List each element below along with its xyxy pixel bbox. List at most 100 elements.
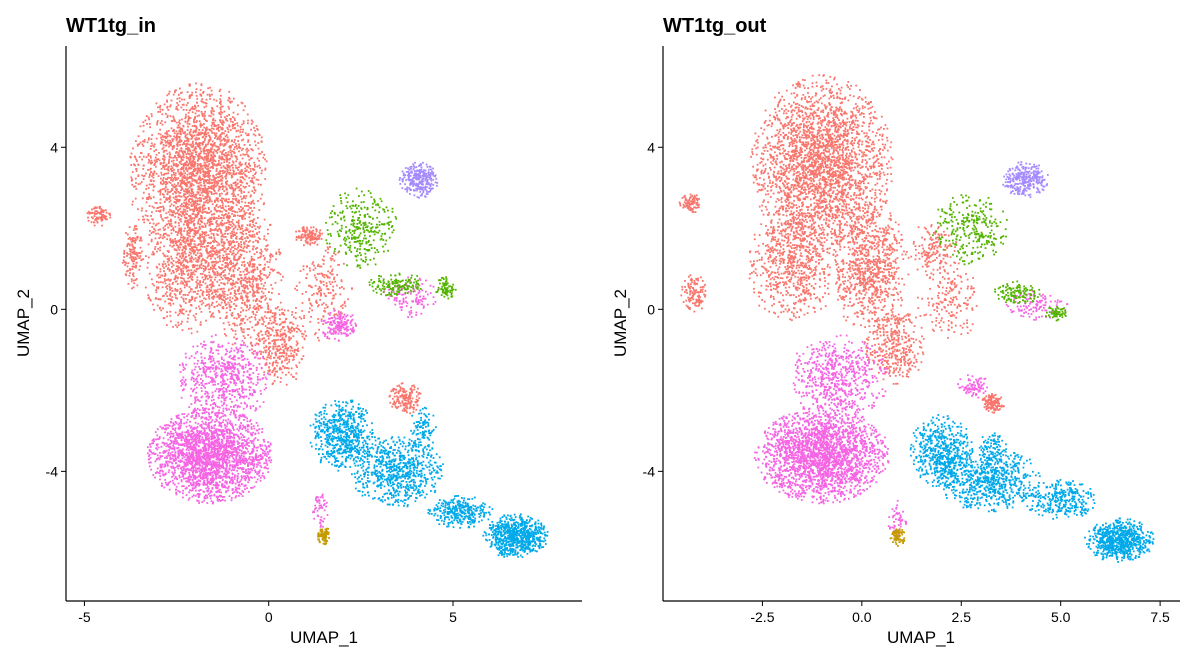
data-point [322,280,325,283]
data-point [218,147,221,150]
data-point [234,247,236,250]
data-point [159,209,162,212]
data-point [213,125,216,128]
data-point [181,320,183,323]
data-point [302,333,305,336]
data-point [164,189,167,192]
data-point [244,153,246,156]
data-point [133,250,136,253]
data-point [233,193,235,196]
data-point [298,361,301,364]
data-point [176,178,179,181]
data-point [204,201,207,204]
data-point [214,119,217,122]
data-point [186,148,189,150]
data-point [195,136,198,139]
data-point [209,149,212,151]
data-point [205,180,207,183]
data-point [196,292,199,295]
data-point [221,290,224,293]
data-point [245,211,248,214]
data-point [174,238,176,240]
data-point [249,230,252,232]
data-point [228,107,230,110]
data-point [178,259,181,262]
data-point [233,292,236,294]
data-point [275,334,278,337]
data-point [196,143,199,145]
data-point [195,281,198,283]
data-point [231,121,234,123]
data-point [161,286,164,289]
data-point [93,221,96,224]
data-point [201,143,204,146]
data-point [279,381,282,383]
data-point [233,123,236,126]
data-point [208,296,210,298]
data-point [177,321,180,324]
data-point [219,175,221,178]
data-point [258,350,261,353]
data-point [259,272,262,275]
data-point [165,183,167,186]
data-point [261,151,263,153]
data-point [169,292,172,295]
data-point [209,246,212,249]
data-point [224,130,227,132]
data-point [163,166,166,169]
data-point [195,109,198,112]
data-point [252,271,255,274]
data-point [215,145,218,148]
data-point [175,261,177,264]
data-point [173,168,175,171]
data-point [257,307,259,310]
data-point [234,226,237,229]
data-point [154,163,156,165]
data-point [236,167,239,169]
data-point [211,268,214,270]
data-point [245,229,247,231]
data-point [266,302,269,305]
data-point [203,149,205,151]
data-point [242,177,244,179]
data-point [216,270,219,273]
data-point [199,164,202,166]
data-point [221,153,223,156]
data-point [138,239,141,242]
data-point [204,186,207,189]
data-point [159,106,161,109]
data-point [168,283,171,286]
data-point [238,225,240,227]
data-point [232,197,234,200]
data-point [184,172,186,175]
data-point [167,142,170,145]
data-point [206,199,209,201]
data-point [186,133,189,136]
data-point [291,311,294,313]
data-point [260,272,263,275]
data-point [256,232,258,234]
data-point [212,218,215,220]
data-point [267,354,270,356]
data-point [271,383,274,385]
data-point [163,267,165,269]
data-point [290,352,293,355]
data-point [137,174,140,177]
data-point [155,172,158,175]
data-point [132,185,135,188]
data-point [175,165,178,167]
data-point [222,271,224,273]
data-point [253,235,256,238]
data-point [278,248,280,251]
data-point [182,297,185,300]
data-point [224,205,227,208]
data-point [195,260,198,263]
data-point [179,210,182,213]
data-point [305,241,308,244]
data-point [190,220,193,223]
data-point [185,259,188,262]
data-point [209,198,211,201]
data-point [258,164,261,167]
data-point [206,245,208,248]
data-point [192,223,195,226]
